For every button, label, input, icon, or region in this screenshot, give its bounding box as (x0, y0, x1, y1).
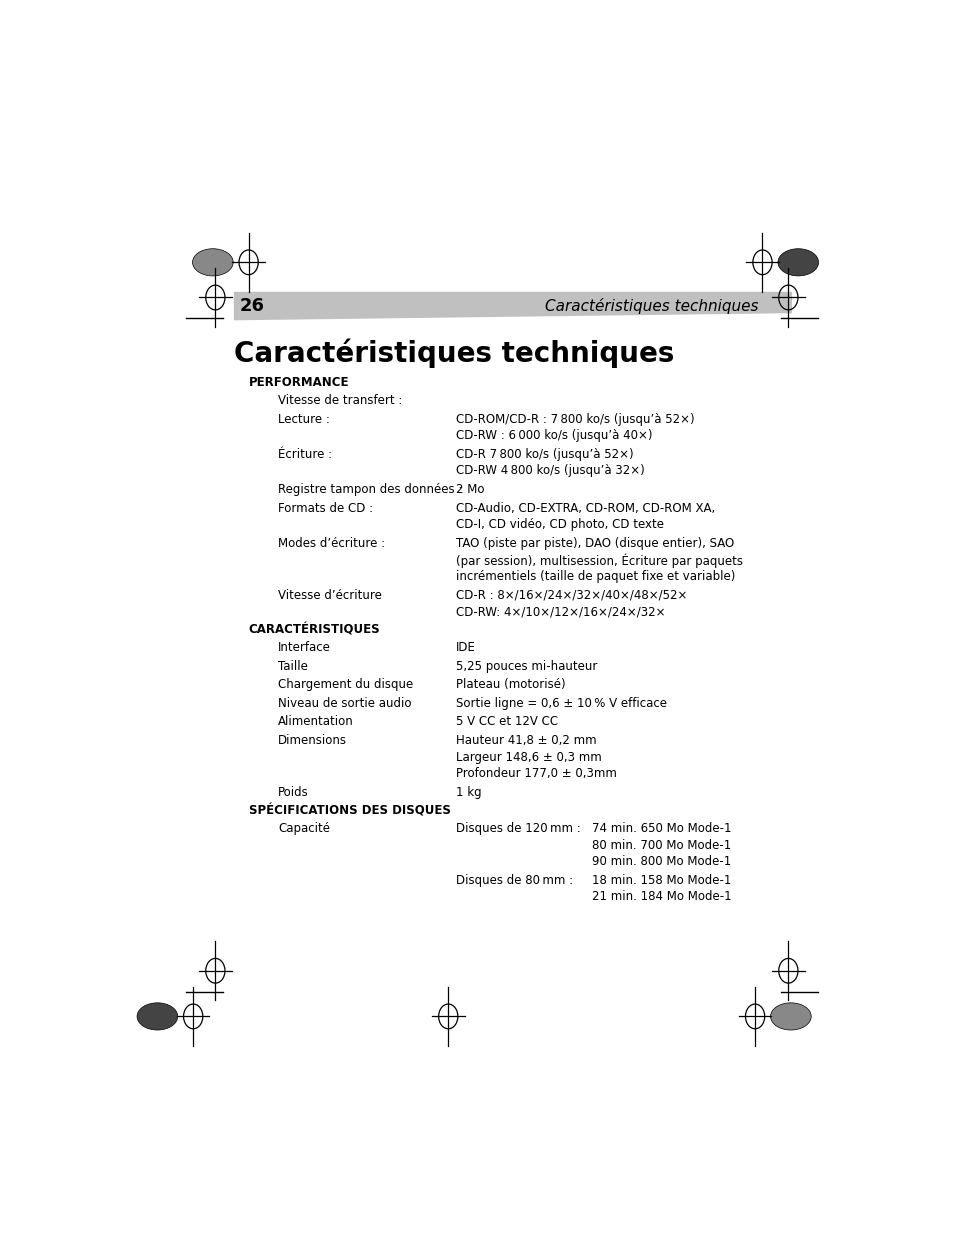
Text: CD-ROM/CD-R : 7 800 ko/s (jusqu’à 52×): CD-ROM/CD-R : 7 800 ko/s (jusqu’à 52×) (456, 412, 694, 426)
Text: 21 min. 184 Mo Mode-1: 21 min. 184 Mo Mode-1 (592, 890, 731, 904)
Text: 5 V CC et 12V CC: 5 V CC et 12V CC (456, 715, 558, 729)
Text: 74 min. 650 Mo Mode-1: 74 min. 650 Mo Mode-1 (592, 823, 731, 835)
Polygon shape (233, 291, 791, 320)
Text: Caractéristiques techniques: Caractéristiques techniques (544, 298, 758, 314)
Ellipse shape (193, 248, 233, 275)
Text: 80 min. 700 Mo Mode-1: 80 min. 700 Mo Mode-1 (592, 839, 731, 852)
Text: CD-Audio, CD-EXTRA, CD-ROM, CD-ROM XA,: CD-Audio, CD-EXTRA, CD-ROM, CD-ROM XA, (456, 501, 714, 515)
Text: CARACTÉRISTIQUES: CARACTÉRISTIQUES (249, 624, 380, 637)
Text: incrémentiels (taille de paquet fixe et variable): incrémentiels (taille de paquet fixe et … (456, 571, 734, 583)
Text: Poids: Poids (278, 785, 309, 799)
Text: Vitesse de transfert :: Vitesse de transfert : (278, 394, 402, 408)
Text: CD-RW 4 800 ko/s (jusqu’à 32×): CD-RW 4 800 ko/s (jusqu’à 32×) (456, 464, 643, 478)
Ellipse shape (777, 248, 818, 275)
Text: CD-RW: 4×/10×/12×/16×/24×/32×: CD-RW: 4×/10×/12×/16×/24×/32× (456, 605, 664, 619)
Text: Profondeur 177,0 ± 0,3mm: Profondeur 177,0 ± 0,3mm (456, 767, 616, 781)
Text: Vitesse d’écriture: Vitesse d’écriture (278, 589, 382, 601)
Text: Registre tampon des données :: Registre tampon des données : (278, 483, 462, 496)
Text: Caractéristiques techniques: Caractéristiques techniques (233, 338, 674, 368)
Text: Niveau de sortie audio: Niveau de sortie audio (278, 697, 412, 710)
Text: PERFORMANCE: PERFORMANCE (249, 377, 349, 389)
Text: Dimensions: Dimensions (278, 734, 347, 747)
Text: 2 Mo: 2 Mo (456, 483, 483, 496)
Text: SPÉCIFICATIONS DES DISQUES: SPÉCIFICATIONS DES DISQUES (249, 804, 450, 818)
Text: Formats de CD :: Formats de CD : (278, 501, 373, 515)
Text: Largeur 148,6 ± 0,3 mm: Largeur 148,6 ± 0,3 mm (456, 751, 600, 763)
Text: CD-R 7 800 ko/s (jusqu’à 52×): CD-R 7 800 ko/s (jusqu’à 52×) (456, 448, 633, 461)
Text: 90 min. 800 Mo Mode-1: 90 min. 800 Mo Mode-1 (592, 856, 731, 868)
Text: Chargement du disque: Chargement du disque (278, 678, 413, 692)
Text: CD-R : 8×/16×/24×/32×/40×/48×/52×: CD-R : 8×/16×/24×/32×/40×/48×/52× (456, 589, 686, 601)
Text: Plateau (motorisé): Plateau (motorisé) (456, 678, 565, 692)
Text: (par session), multisession, Écriture par paquets: (par session), multisession, Écriture pa… (456, 553, 741, 568)
Text: 1 kg: 1 kg (456, 785, 480, 799)
Text: IDE: IDE (456, 641, 475, 655)
Text: Sortie ligne = 0,6 ± 10 % V efficace: Sortie ligne = 0,6 ± 10 % V efficace (456, 697, 666, 710)
Text: 5,25 pouces mi-hauteur: 5,25 pouces mi-hauteur (456, 659, 597, 673)
Text: Taille: Taille (278, 659, 308, 673)
Text: Disques de 120 mm :: Disques de 120 mm : (456, 823, 579, 835)
Text: CD-I, CD vidéo, CD photo, CD texte: CD-I, CD vidéo, CD photo, CD texte (456, 519, 663, 531)
Text: Lecture :: Lecture : (278, 412, 330, 426)
Text: TAO (piste par piste), DAO (disque entier), SAO: TAO (piste par piste), DAO (disque entie… (456, 537, 733, 550)
Text: Capacité: Capacité (278, 823, 330, 835)
Text: Modes d’écriture :: Modes d’écriture : (278, 537, 385, 550)
Text: 26: 26 (239, 298, 265, 315)
Text: Disques de 80 mm :: Disques de 80 mm : (456, 874, 572, 887)
Ellipse shape (137, 1003, 177, 1030)
Ellipse shape (770, 1003, 810, 1030)
Text: 18 min. 158 Mo Mode-1: 18 min. 158 Mo Mode-1 (592, 874, 731, 887)
Text: Interface: Interface (278, 641, 331, 655)
Text: Écriture :: Écriture : (278, 448, 332, 461)
Text: Alimentation: Alimentation (278, 715, 354, 729)
Text: Hauteur 41,8 ± 0,2 mm: Hauteur 41,8 ± 0,2 mm (456, 734, 596, 747)
Text: CD-RW : 6 000 ko/s (jusqu’à 40×): CD-RW : 6 000 ko/s (jusqu’à 40×) (456, 430, 652, 442)
